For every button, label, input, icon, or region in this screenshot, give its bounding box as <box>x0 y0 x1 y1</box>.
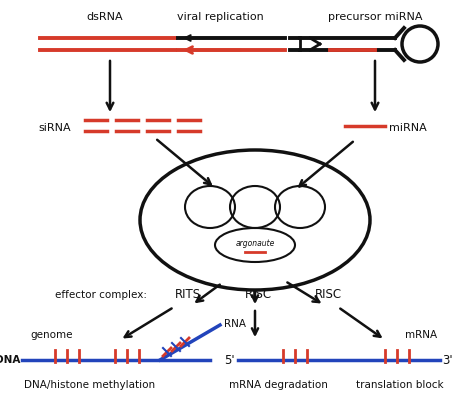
Text: RNA: RNA <box>224 319 246 329</box>
Text: effector complex:: effector complex: <box>55 290 147 300</box>
Text: mRNA: mRNA <box>405 330 437 340</box>
Text: dsRNA: dsRNA <box>87 12 123 22</box>
Text: DNA: DNA <box>0 355 20 365</box>
Text: 3': 3' <box>442 354 453 366</box>
Text: miRNA: miRNA <box>389 123 427 133</box>
Text: 5': 5' <box>224 354 235 366</box>
Text: genome: genome <box>30 330 73 340</box>
Text: argonaute: argonaute <box>235 240 275 248</box>
Text: siRNA: siRNA <box>39 123 71 133</box>
Text: RISC: RISC <box>244 288 271 302</box>
Text: precursor miRNA: precursor miRNA <box>328 12 422 22</box>
Text: RISC: RISC <box>314 288 342 302</box>
Text: mRNA degradation: mRNA degradation <box>228 380 328 390</box>
Text: translation block: translation block <box>356 380 444 390</box>
Text: DNA/histone methylation: DNA/histone methylation <box>24 380 155 390</box>
Text: viral replication: viral replication <box>176 12 263 22</box>
Text: RITS: RITS <box>175 288 201 302</box>
